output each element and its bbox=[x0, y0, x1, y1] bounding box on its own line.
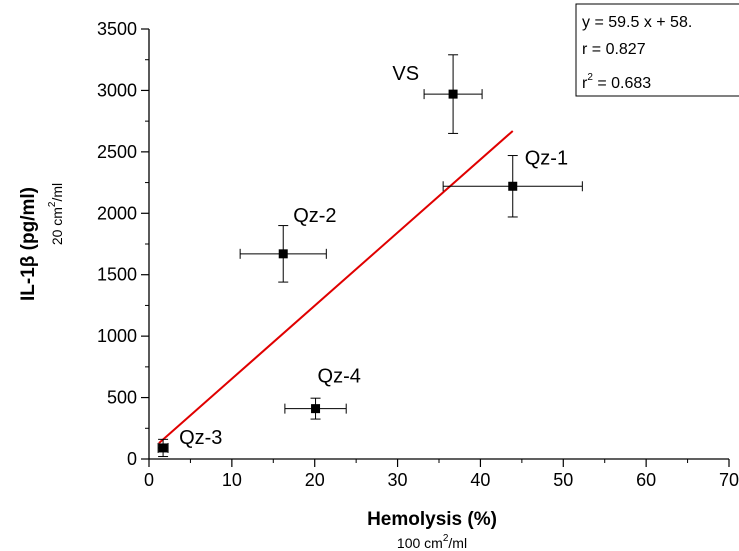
x-tick-label: 70 bbox=[719, 470, 739, 490]
x-axis-subtitle: 100 cm2/ml bbox=[397, 533, 467, 551]
x-tick-label: 10 bbox=[222, 470, 242, 490]
y-tick-label: 1000 bbox=[97, 326, 137, 346]
data-point-marker bbox=[158, 443, 168, 453]
data-point-marker bbox=[448, 89, 458, 99]
fit-r2: r2 = 0.683 bbox=[582, 72, 651, 92]
y-tick-label: 500 bbox=[107, 388, 137, 408]
x-axis-title: Hemolysis (%) bbox=[367, 509, 497, 530]
y-axis-subtitle: 20 cm2/ml bbox=[47, 183, 65, 245]
point-label: VS bbox=[392, 63, 419, 85]
fit-line-group bbox=[158, 130, 514, 444]
point-label: Qz-2 bbox=[293, 205, 336, 227]
x-tick-label: 30 bbox=[388, 470, 408, 490]
fit-line bbox=[158, 130, 514, 444]
x-tick-label: 40 bbox=[470, 470, 490, 490]
data-point-marker bbox=[508, 181, 518, 191]
data-point-marker bbox=[311, 404, 321, 414]
y-tick-label: 3000 bbox=[97, 80, 137, 100]
data-points: VS Qz-1 Qz-2 Qz-4 Qz-3 bbox=[157, 54, 583, 458]
x-tick-label: 20 bbox=[305, 470, 325, 490]
fit-stats-box: y = 59.5 x + 58. r = 0.827 r2 = 0.683 bbox=[575, 3, 739, 97]
stats-box-frame bbox=[575, 3, 739, 97]
x-tick-label: 0 bbox=[144, 470, 154, 490]
data-point-marker bbox=[278, 249, 288, 259]
x-tick-label: 50 bbox=[553, 470, 573, 490]
point-label: Qz-4 bbox=[318, 366, 361, 388]
point-label: Qz-1 bbox=[525, 147, 568, 169]
fit-equation: y = 59.5 x + 58. bbox=[582, 14, 692, 31]
y-axis-title: IL-1β (pg/ml) bbox=[18, 187, 39, 301]
y-tick-label: 1500 bbox=[97, 265, 137, 285]
y-tick-label: 2500 bbox=[97, 142, 137, 162]
point-label: Qz-3 bbox=[179, 427, 222, 449]
ticks: 0 10 20 30 40 50 60 70 0 500 1000 1500 2000 2500 3000 3… bbox=[97, 19, 739, 490]
y-tick-label: 3500 bbox=[97, 19, 137, 39]
y-tick-label: 2000 bbox=[97, 203, 137, 223]
fit-r: r = 0.827 bbox=[582, 41, 646, 58]
y-tick-label: 0 bbox=[127, 449, 137, 469]
x-tick-label: 60 bbox=[636, 470, 656, 490]
